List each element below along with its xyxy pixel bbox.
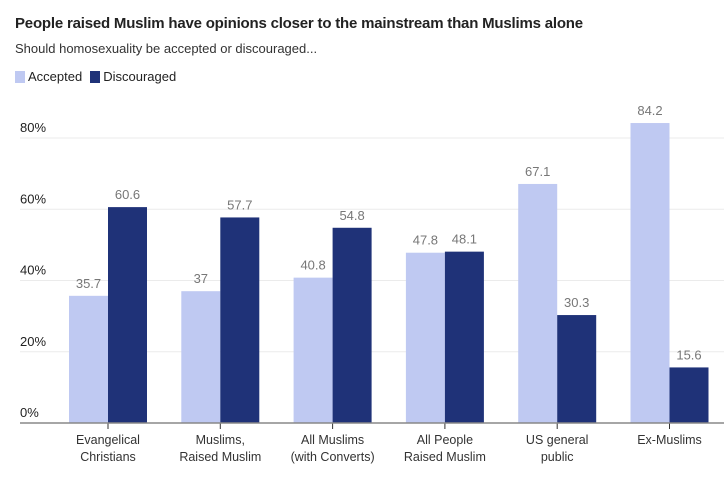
legend-item-discouraged[interactable]: Discouraged — [90, 69, 176, 84]
chart-subtitle: Should homosexuality be accepted or disc… — [15, 41, 318, 56]
x-tick-label: US general — [526, 433, 589, 447]
x-tick-label: Christians — [80, 450, 136, 464]
data-label: 37 — [194, 271, 208, 286]
bar-discouraged — [332, 227, 372, 423]
x-tick-label: public — [541, 450, 574, 464]
y-tick-label: 0% — [20, 405, 39, 420]
legend: Accepted Discouraged — [15, 69, 184, 84]
y-tick-label: 80% — [20, 120, 46, 135]
x-tick-label: Raised Muslim — [179, 450, 261, 464]
data-label: 15.6 — [676, 347, 701, 362]
data-label: 47.8 — [413, 233, 438, 248]
x-tick-label: Raised Muslim — [404, 450, 486, 464]
x-tick-label: Evangelical — [76, 433, 140, 447]
data-label: 30.3 — [564, 295, 589, 310]
data-label: 35.7 — [76, 276, 101, 291]
x-tick-label: All People — [417, 433, 473, 447]
data-label: 54.8 — [339, 208, 364, 223]
data-label: 40.8 — [300, 258, 325, 273]
data-label: 48.1 — [452, 232, 477, 247]
bar-accepted — [630, 123, 670, 423]
x-tick-label: (with Converts) — [291, 450, 375, 464]
bar-discouraged — [557, 315, 597, 423]
bar-accepted — [69, 295, 108, 423]
bar-accepted — [293, 277, 333, 423]
bar-discouraged — [444, 251, 484, 423]
bar-discouraged — [669, 367, 709, 423]
legend-label-discouraged: Discouraged — [103, 69, 177, 84]
legend-swatch-discouraged — [90, 70, 101, 83]
bar-discouraged — [108, 207, 147, 423]
y-tick-label: 40% — [20, 263, 46, 278]
legend-label-accepted: Accepted — [28, 69, 83, 84]
bar-discouraged — [220, 217, 260, 423]
legend-item-accepted[interactable]: Accepted — [15, 69, 82, 84]
bar-accepted — [518, 183, 558, 423]
bar-accepted — [181, 291, 221, 423]
data-label: 67.1 — [525, 164, 550, 179]
y-tick-label: 20% — [20, 334, 46, 349]
y-tick-label: 60% — [20, 191, 46, 206]
data-label: 57.7 — [227, 197, 252, 212]
x-tick-label: All Muslims — [301, 433, 364, 447]
data-label: 60.6 — [115, 187, 140, 202]
data-label: 84.2 — [637, 103, 662, 118]
x-tick-label: Muslims, — [196, 433, 245, 447]
legend-swatch-accepted — [15, 70, 25, 83]
x-tick-label: Ex-Muslims — [637, 433, 702, 447]
chart-title: People raised Muslim have opinions close… — [15, 15, 583, 32]
bar-accepted — [405, 252, 445, 423]
